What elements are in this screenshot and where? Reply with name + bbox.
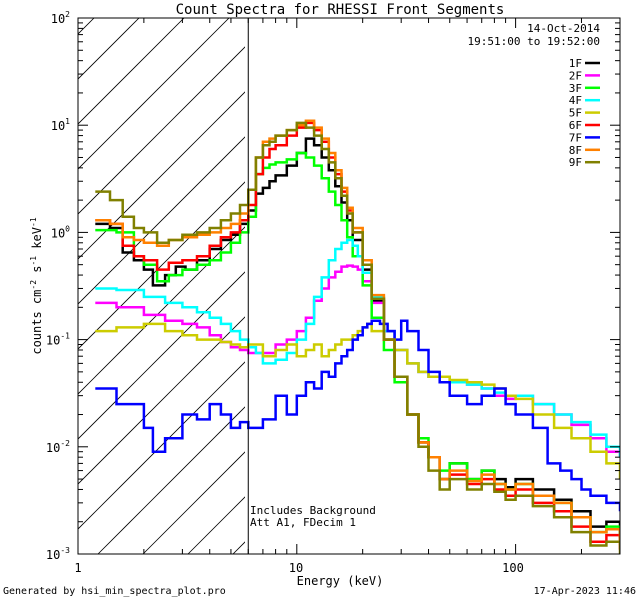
attenuator-hatch-region [0, 0, 640, 554]
series-line-7f [95, 319, 620, 512]
hatch-line [78, 18, 185, 125]
hatch-line [0, 0, 168, 554]
hatch-line [78, 91, 245, 260]
hatch-line [78, 226, 245, 395]
hatch-line [78, 316, 245, 485]
footer-timestamp: 17-Apr-2023 11:46 [534, 586, 636, 597]
hatch-line [78, 181, 245, 350]
chart-title: Count Spectra for RHESSI Front Segments [176, 2, 505, 18]
x-tick-label: 100 [502, 561, 524, 575]
y-tick-label: 10-3 [46, 546, 70, 562]
hatch-line [78, 361, 245, 530]
hatch-line [97, 406, 245, 554]
y-tick-label: 100 [51, 224, 70, 240]
hatch-line [78, 46, 245, 215]
date-label: 14-Oct-2014 [527, 22, 600, 35]
legend-label: 2F [569, 69, 582, 82]
footer-generator: Generated by hsi_min_spectra_plot.pro [3, 586, 226, 597]
y-tick-label: 102 [51, 10, 70, 26]
y-tick-label: 10-2 [46, 439, 70, 455]
y-tick-label: 10-1 [46, 332, 70, 348]
time-range-label: 19:51:00 to 19:52:00 [468, 35, 600, 48]
annotation-attenuator: Att A1, FDecim 1 [250, 516, 356, 529]
series-line-4f [95, 238, 620, 458]
series-line-5f [95, 322, 620, 480]
x-tick-label: 1 [74, 561, 81, 575]
y-axis-label: counts cm-2 s-1 keV-1 [29, 217, 44, 354]
axis-ticks [77, 18, 621, 555]
hatch-line [78, 136, 245, 305]
legend-label: 4F [569, 94, 582, 107]
legend-label: 6F [569, 119, 582, 132]
legend-label: 1F [569, 57, 582, 70]
y-tick-labels: 10-3 10-2 10-1 100 101 102 [46, 10, 70, 562]
legend-label: 8F [569, 144, 582, 157]
info-block: 14-Oct-2014 19:51:00 to 19:52:00 [468, 22, 601, 48]
legend-label: 7F [569, 131, 582, 144]
series-line-9f [95, 121, 620, 554]
legend-label: 3F [569, 82, 582, 95]
x-tick-labels: 1 10 100 [74, 561, 523, 575]
hatch-line [78, 271, 245, 440]
series-group [95, 119, 620, 554]
y-tick-label: 101 [51, 117, 70, 133]
x-axis-label: Energy (keV) [297, 574, 384, 588]
annotation-background: Includes Background [250, 504, 376, 517]
hatch-line [368, 0, 640, 554]
plot-frame [77, 17, 621, 555]
series-line-3f [95, 151, 620, 542]
hatch-line [78, 18, 140, 80]
x-tick-label: 10 [289, 561, 303, 575]
legend-label: 9F [569, 156, 582, 169]
legend-label: 5F [569, 107, 582, 120]
